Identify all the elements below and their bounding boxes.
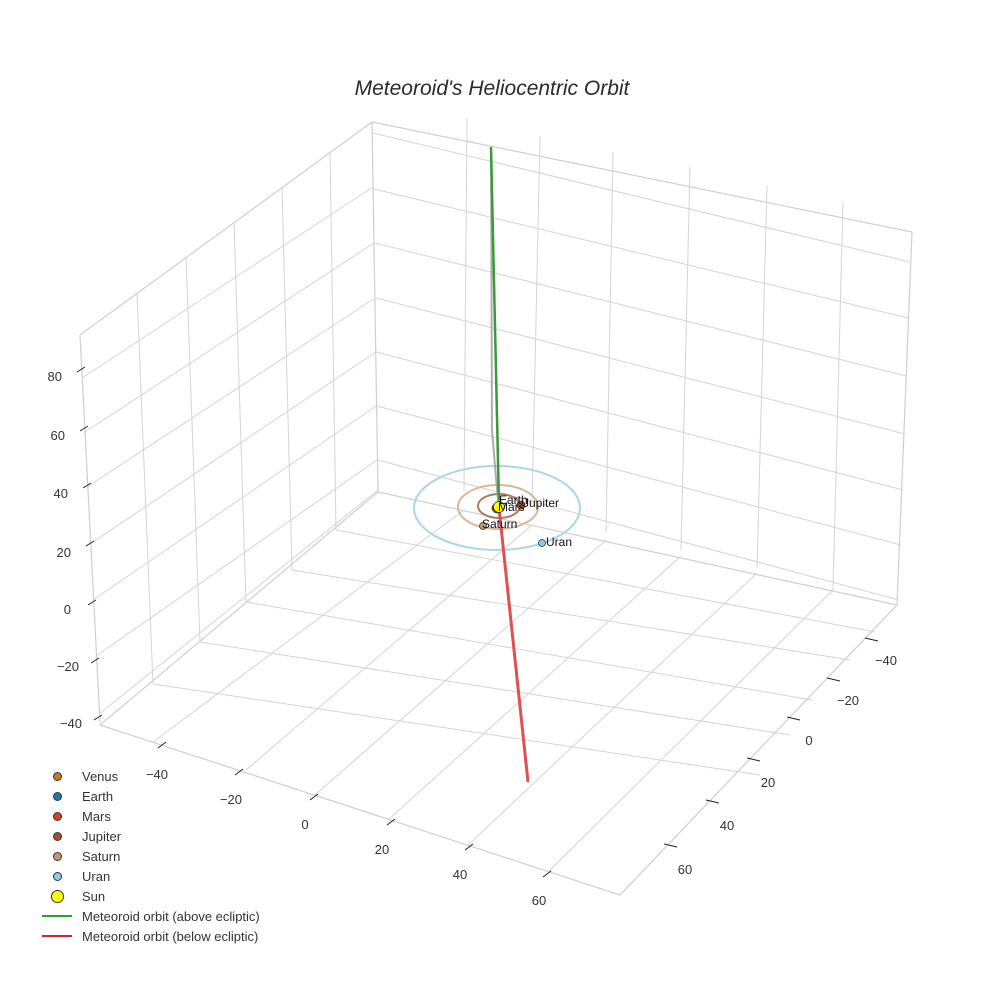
x-tick: 0: [301, 817, 308, 832]
legend-item-sun[interactable]: Sun: [40, 886, 260, 906]
uran-label: Uran: [546, 535, 572, 549]
legend-item-venus[interactable]: Venus: [40, 766, 260, 786]
x-tick: 20: [375, 842, 389, 857]
z-tick: −20: [57, 659, 79, 674]
saturn-dot-icon: [52, 851, 62, 861]
uran-marker: [538, 539, 546, 547]
y-tick: 0: [805, 733, 812, 748]
saturn-label: Saturn: [482, 517, 517, 531]
green-line-icon: [42, 915, 72, 917]
y-tick: 20: [761, 775, 775, 790]
right-wall-grid: [371, 117, 913, 606]
legend-item-jupiter[interactable]: Jupiter: [40, 826, 260, 846]
z-tick: 0: [64, 602, 71, 617]
sun-dot-icon: [50, 889, 64, 903]
legend-label: Saturn: [82, 848, 121, 864]
legend-item-mars[interactable]: Mars: [40, 806, 260, 826]
z-axis: 80 60 40 20 0 −20 −40: [48, 366, 103, 731]
meteoroid-orbit: [489, 146, 530, 783]
x-axis: −40 −20 0 20 40 60: [146, 741, 552, 908]
sun-marker: [493, 501, 505, 513]
jupiter-marker: [516, 500, 526, 510]
y-tick: 40: [720, 818, 734, 833]
red-line-icon: [42, 935, 72, 937]
uran-dot-icon: [52, 871, 62, 881]
legend-label: Venus: [82, 768, 119, 784]
x-tick: 60: [532, 893, 546, 908]
legend-item-above-ecliptic[interactable]: Meteoroid orbit (above ecliptic): [40, 906, 260, 926]
saturn-marker: [479, 522, 487, 530]
x-tick: −20: [220, 792, 242, 807]
y-axis: −40 −20 0 20 40 60: [663, 637, 897, 877]
z-tick: 80: [48, 369, 62, 384]
legend-label: Meteoroid orbit (below ecliptic): [82, 928, 259, 944]
legend-item-earth[interactable]: Earth: [40, 786, 260, 806]
meteoroid-below-ecliptic: [497, 507, 530, 783]
legend-item-uran[interactable]: Uran: [40, 866, 260, 886]
mars-label: Mars: [498, 500, 525, 514]
meteoroid-above-ecliptic: [489, 146, 501, 507]
z-tick: 60: [51, 428, 65, 443]
legend-label: Sun: [82, 888, 106, 904]
y-tick: −20: [837, 693, 859, 708]
planets: Earth Mars Jupiter Saturn Uran: [479, 493, 572, 549]
chart-title: Meteoroid's Heliocentric Orbit: [355, 77, 631, 100]
earth-dot-icon: [52, 791, 62, 801]
legend-label: Mars: [82, 808, 111, 824]
legend-label: Uran: [82, 868, 111, 884]
legend-item-saturn[interactable]: Saturn: [40, 846, 260, 866]
earth-label: Earth: [499, 493, 528, 507]
legend-item-below-ecliptic[interactable]: Meteoroid orbit (below ecliptic): [40, 926, 260, 946]
z-tick: −40: [60, 716, 82, 731]
floor-grid: [99, 491, 898, 896]
y-tick: −40: [875, 653, 897, 668]
z-tick: 40: [54, 486, 68, 501]
left-wall-grid: [79, 121, 379, 723]
legend-label: Meteoroid orbit (above ecliptic): [82, 908, 260, 924]
x-tick: −40: [146, 767, 168, 782]
legend-label: Earth: [82, 788, 114, 804]
jupiter-label: Jupiter: [523, 496, 559, 510]
z-tick: 20: [57, 545, 71, 560]
mars-dot-icon: [52, 811, 62, 821]
x-tick: 40: [453, 867, 467, 882]
y-tick: 60: [678, 862, 692, 877]
legend-label: Jupiter: [82, 828, 122, 844]
jupiter-dot-icon: [52, 831, 62, 841]
venus-dot-icon: [52, 771, 62, 781]
legend: Venus Earth Mars Jupiter Saturn Uran Sun…: [40, 766, 260, 946]
